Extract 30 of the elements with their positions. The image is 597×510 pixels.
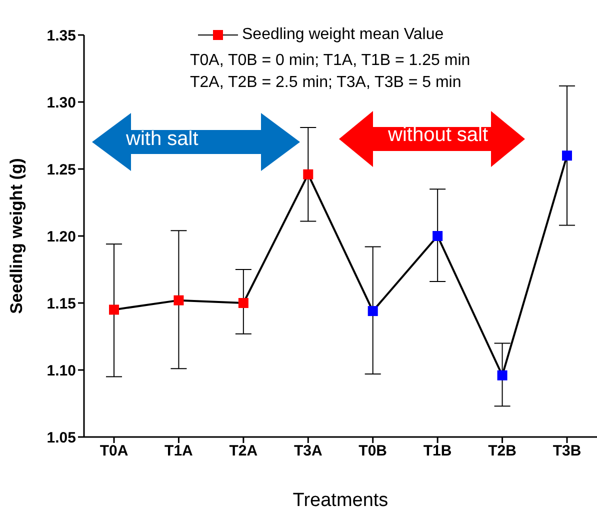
x-tick-label: T0A	[100, 442, 128, 460]
y-tick-label: 1.15	[46, 295, 76, 312]
legend-label: Seedling weight mean Value	[242, 26, 444, 44]
y-tick-label: 1.25	[46, 161, 76, 178]
y-tick-label: 1.05	[46, 429, 76, 446]
point	[303, 169, 314, 180]
x-tick-label: T0B	[358, 442, 388, 460]
y-axis-title: Seedling weight (g)	[7, 158, 26, 314]
point	[238, 298, 248, 308]
y-tick-label: 1.30	[46, 94, 76, 112]
annotation: without salt	[388, 124, 488, 147]
point	[174, 295, 184, 306]
annotation: T2A, T2B = 2.5 min; T3A, T3B = 5 min	[190, 74, 462, 92]
point	[432, 231, 443, 241]
x-tick-label: T1A	[164, 442, 194, 460]
x-tick-label: T2B	[488, 442, 517, 460]
annotation: T0A, T0B = 0 min; T1A, T1B = 1.25 min	[190, 52, 470, 70]
y-tick-label: 1.35	[46, 27, 76, 44]
point	[497, 370, 508, 380]
point	[368, 306, 378, 316]
x-axis-title: Treatments	[292, 490, 388, 510]
point	[109, 304, 119, 315]
point	[562, 150, 572, 161]
x-tick-label: T2A	[229, 442, 258, 460]
annotation: with salt	[126, 128, 198, 151]
x-tick-label: T3B	[552, 442, 582, 460]
y-tick-label: 1.20	[46, 228, 76, 246]
x-tick-label: T3A	[294, 442, 322, 460]
y-tick-label: 1.10	[46, 362, 76, 380]
x-tick-label: T1B	[423, 442, 452, 460]
